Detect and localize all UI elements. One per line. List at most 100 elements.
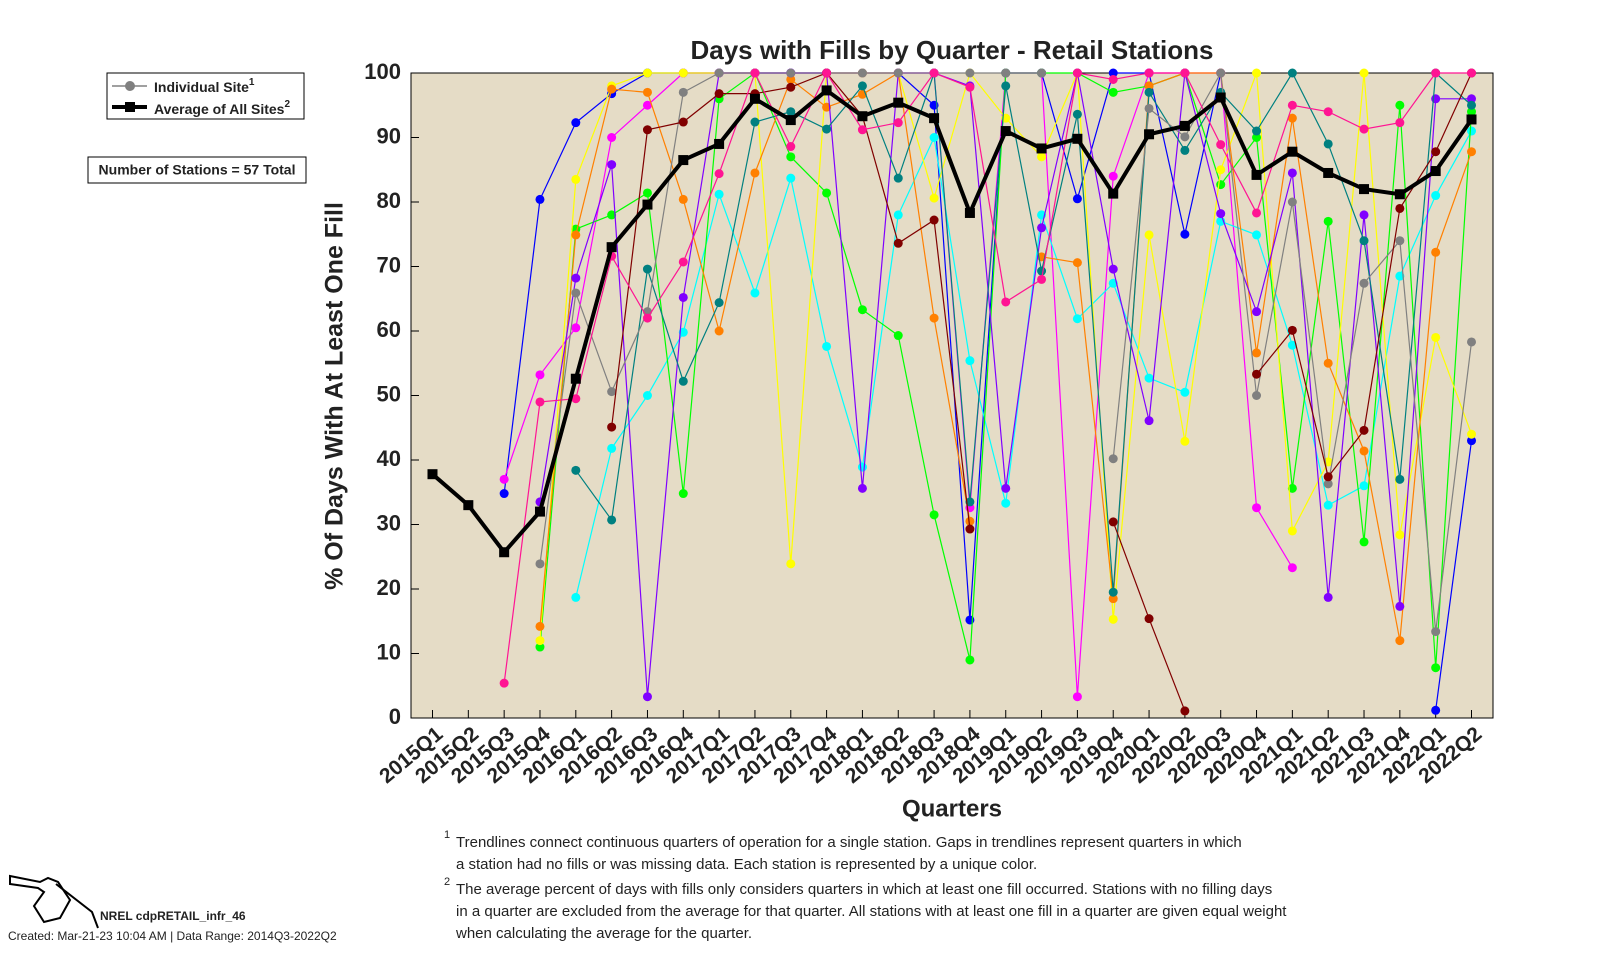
y-tick-label: 20 (377, 575, 401, 600)
site-marker (750, 117, 760, 127)
legend-text: Individual Site (154, 79, 249, 95)
average-marker (1000, 126, 1011, 137)
site-marker (786, 152, 796, 162)
site-marker (678, 327, 688, 337)
chart-title: Days with Fills by Quarter - Retail Stat… (690, 35, 1213, 65)
site-marker (1180, 68, 1190, 78)
site-marker (1467, 147, 1477, 157)
y-axis-label: % Of Days With At Least One Fill (321, 202, 349, 590)
site-marker (1072, 314, 1082, 324)
site-marker (1001, 483, 1011, 493)
average-marker (1359, 184, 1370, 195)
site-marker (929, 510, 939, 520)
site-marker (965, 524, 975, 534)
y-tick-label: 10 (377, 639, 401, 664)
site-marker (1467, 337, 1477, 347)
site-marker (1252, 369, 1262, 379)
site-marker (929, 193, 939, 203)
site-marker (1037, 266, 1047, 276)
site-marker (1144, 103, 1154, 113)
site-marker (1395, 271, 1405, 281)
site-marker (571, 465, 581, 475)
site-marker (1287, 168, 1297, 178)
site-marker (1287, 340, 1297, 350)
site-marker (1359, 68, 1369, 78)
site-marker (642, 87, 652, 97)
average-marker (1108, 188, 1119, 199)
site-marker (1431, 705, 1441, 715)
site-marker (535, 559, 545, 569)
site-marker (1180, 132, 1190, 142)
site-marker (929, 313, 939, 323)
site-marker (822, 124, 832, 134)
site-marker (1287, 100, 1297, 110)
site-marker (642, 188, 652, 198)
plot-area (410, 72, 1494, 719)
site-marker (1287, 113, 1297, 123)
site-marker (1252, 230, 1262, 240)
site-marker (965, 516, 975, 526)
site-marker (1144, 416, 1154, 426)
site-marker (1108, 68, 1118, 78)
site-marker (607, 160, 617, 170)
footnote-marker: 2 (444, 876, 450, 888)
site-marker (1323, 500, 1333, 510)
site-marker (929, 133, 939, 142)
site-marker (678, 376, 688, 386)
site-marker (1359, 210, 1369, 220)
site-marker (1467, 126, 1477, 136)
legend-note: 1 (249, 77, 255, 88)
average-marker (1323, 167, 1334, 178)
site-marker (1216, 180, 1226, 190)
site-marker (1431, 191, 1441, 201)
site-marker (499, 678, 509, 688)
site-marker (1108, 171, 1118, 181)
site-marker (1180, 436, 1190, 446)
site-marker (1467, 436, 1477, 446)
site-marker (571, 288, 581, 298)
site-marker (1395, 203, 1405, 213)
site-marker (1108, 87, 1118, 97)
source-label: NREL cdpRETAIL_infr_46 (100, 909, 246, 923)
average-marker (1394, 189, 1405, 200)
site-marker (1467, 429, 1477, 439)
y-tick-label: 40 (377, 446, 401, 471)
site-marker (1072, 68, 1082, 78)
site-marker (893, 118, 903, 128)
footnote-line: The average percent of days with fills o… (456, 881, 1272, 898)
site-marker (678, 87, 688, 97)
site-marker (1252, 126, 1262, 136)
site-marker (1252, 68, 1262, 78)
site-marker (1287, 563, 1297, 573)
site-marker (1431, 147, 1441, 157)
site-marker (1395, 118, 1405, 128)
site-marker (1144, 373, 1154, 383)
legend-marker (125, 102, 135, 112)
site-marker (786, 107, 796, 117)
site-marker (1180, 229, 1190, 239)
site-marker (678, 489, 688, 499)
site-marker (499, 474, 509, 484)
site-marker (1144, 68, 1154, 78)
site-marker (1108, 454, 1118, 464)
site-marker (1252, 307, 1262, 317)
site-marker (1359, 236, 1369, 246)
site-marker (1252, 503, 1262, 513)
site-marker (1359, 481, 1369, 491)
site-marker (1359, 124, 1369, 134)
y-tick-label: 70 (377, 252, 401, 277)
site-marker (1395, 100, 1405, 110)
pump-icon (9, 874, 99, 929)
average-marker (463, 500, 474, 511)
average-marker (534, 506, 545, 517)
site-marker (535, 370, 545, 380)
site-marker (857, 68, 867, 78)
site-marker (1359, 537, 1369, 547)
site-marker (1108, 517, 1118, 527)
site-marker (822, 68, 832, 78)
site-marker (1287, 526, 1297, 536)
site-marker (1108, 594, 1118, 604)
site-marker (1431, 332, 1441, 342)
site-marker (642, 100, 652, 110)
